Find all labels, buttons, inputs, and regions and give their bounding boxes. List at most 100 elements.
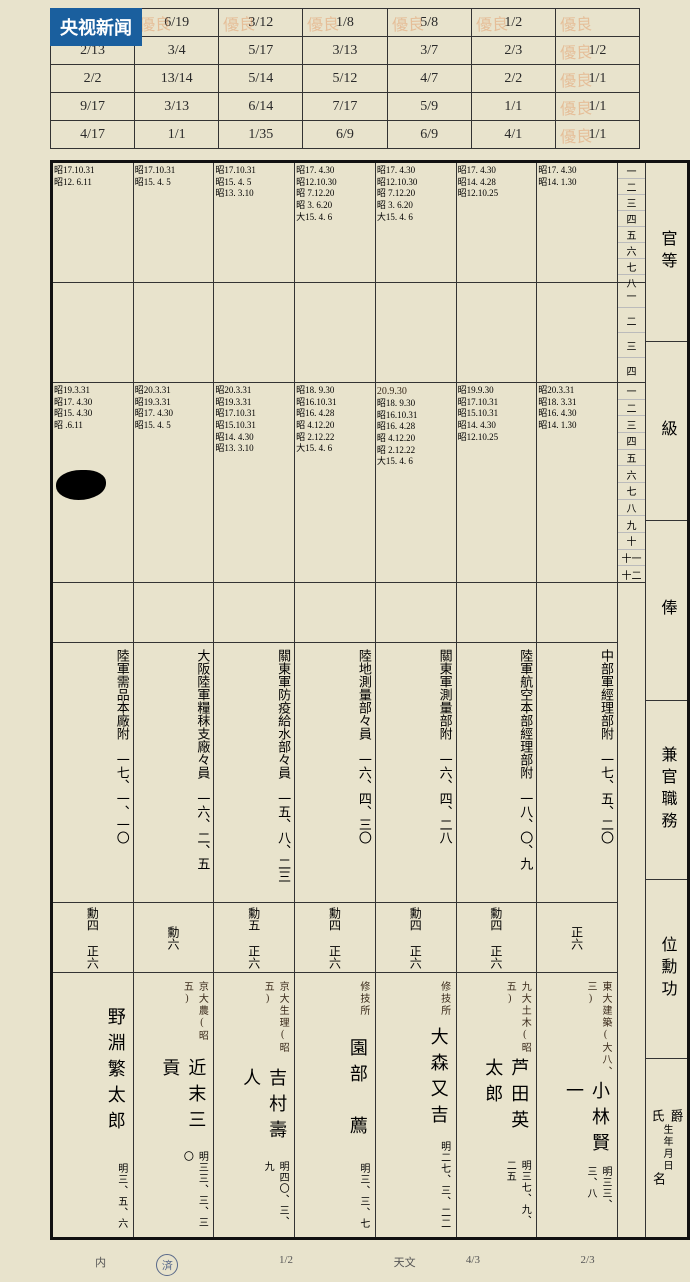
person-column: 昭17. 4.30昭14. 4.28昭12.10.25 昭19.9.30昭17.1… [456,163,537,1237]
office-text: 陸軍需品本廠附 一七、一、一〇 [53,643,133,903]
top-grid-cell: 1/1 [135,121,219,149]
rank-text: 正六 [537,903,617,973]
label-kyu: 級 [646,342,687,521]
blank-block [295,283,375,383]
dates-block-2: 昭20.3.31昭19.3.31昭17. 4.30昭15. 4. 5 [134,383,214,583]
top-grid-cell: 3/13 [303,37,387,65]
kenkan-block [134,583,214,643]
office-text: 關東軍防疫給水部々員 一五、八、二三 [214,643,294,903]
top-grid-cell: 13/14 [135,65,219,93]
index-number: 一 [618,163,645,179]
label-kenkan: 兼官職務 [646,701,687,880]
index-number: 六 [618,466,645,483]
index-number: 四 [618,433,645,450]
person-column: 昭17.10.31昭15. 4. 5 昭20.3.31昭19.3.31昭17. 4… [133,163,214,1237]
person-name: 修技所大森又吉明二七、三、二二 [376,973,456,1237]
top-grid-cell: 優良 [555,9,639,37]
blank-block [134,283,214,383]
index-number: 四 [618,211,645,227]
rank-text: 勳四 正六 [53,903,133,973]
top-grid-cell: 3/13 [135,93,219,121]
index-number: 七 [618,259,645,275]
label-kan: 官等 [646,163,687,342]
dates-block-2: 昭19.9.30昭17.10.31昭15.10.31昭14. 4.30昭12.1… [457,383,537,583]
bottom-mark: 4/3 [466,1254,480,1276]
dates-block-1: 昭17. 4.30昭12.10.30昭 7.12.20昭 3. 6.20大15.… [295,163,375,283]
dates-block-1: 昭17. 4.30昭12.10.30昭 7.12.20昭 3. 6.20大15.… [376,163,456,283]
person-name: 京大生理(昭五)吉村壽人明四〇、三、九 [214,973,294,1237]
index-number: 二 [618,179,645,195]
bottom-mark: 天文 [394,1254,416,1276]
top-grid-cell: 1/1 [471,93,555,121]
rank-text: 勳六 [134,903,214,973]
index-number: 五 [618,227,645,243]
kenkan-block [537,583,617,643]
dates-block-2: 昭20.3.31昭19.3.31昭17.10.31昭15.10.31昭14. 4… [214,383,294,583]
bottom-mark: 内 [95,1254,106,1276]
person-columns: 昭17. 4.30昭14. 1.30昭20.3.31昭18. 3.31昭16. … [53,163,617,1237]
top-grid-cell: 2/3 [471,37,555,65]
dates-block-2: 20.9.30昭18. 9.30昭16.10.31昭16. 4.28昭 4.12… [376,383,456,583]
top-grid-cell: 5/9 [387,93,471,121]
top-grid-cell: 6/9 [387,121,471,149]
dates-block-1: 昭17.10.31昭12. 6.11 [53,163,133,283]
person-name: 野淵繁太郎明三、五、六 [53,973,133,1237]
top-grid-cell: 5/12 [303,65,387,93]
top-grid-cell: 5/17 [219,37,303,65]
top-grid-cell: 1/1優良 [555,65,639,93]
index-number: 一 [618,383,645,400]
top-grid-cell: 4/1 [471,121,555,149]
blank-block [53,283,133,383]
main-ledger-box: 官等 級 俸 兼官職務 位勳功 爵氏生年月日名 一二三四五六七八一二三四一二三四… [50,160,690,1240]
index-number: 十二 [618,566,645,582]
label-ikun: 位勳功 [646,880,687,1059]
office-text: 中部軍經理部附 一七、五、二〇 [537,643,617,903]
top-grid-cell: 7/17 [303,93,387,121]
top-grid-cell: 1/35 [219,121,303,149]
top-grid-cell: 5/14 [219,65,303,93]
top-grid-cell: 2/2 [471,65,555,93]
dates-block-1: 昭17.10.31昭15. 4. 5 [134,163,214,283]
label-ho: 俸 [646,521,687,700]
top-grid-cell: 1/8優良 [303,9,387,37]
index-numbers-column: 一二三四五六七八一二三四一二三四五六七八九十十一十二 [617,163,645,1237]
index-number: 四 [618,358,645,382]
index-number: 三 [618,195,645,211]
kenkan-block [457,583,537,643]
kenkan-block [53,583,133,643]
index-number: 十一 [618,550,645,567]
kenkan-block [376,583,456,643]
bottom-mark: 済 [156,1254,178,1276]
dates-block-1: 昭17. 4.30昭14. 4.28昭12.10.25 [457,163,537,283]
person-name: 修技所園部 薦明三、三、七 [295,973,375,1237]
person-column: 昭17. 4.30昭12.10.30昭 7.12.20昭 3. 6.20大15.… [294,163,375,1237]
index-number: 六 [618,243,645,259]
top-grid-cell: 1/2優良 [471,9,555,37]
index-number: 七 [618,483,645,500]
bottom-mark: 1/2 [279,1254,293,1276]
top-grid-cell: 6/19優良 [135,9,219,37]
index-number: 三 [618,333,645,358]
rank-text: 勳四 正六 [457,903,537,973]
blank-block [457,283,537,383]
top-grid-cell: 3/12優良 [219,9,303,37]
rank-text: 勳五 正六 [214,903,294,973]
kenkan-block [295,583,375,643]
person-name: 九大土木(昭五)芦田英太郎明三七、九、二五 [457,973,537,1237]
index-number: 八 [618,500,645,517]
kenkan-block [214,583,294,643]
label-shi: 爵氏生年月日名 [646,1059,687,1237]
person-column: 昭17. 4.30昭12.10.30昭 7.12.20昭 3. 6.20大15.… [375,163,456,1237]
top-grid-cell: 4/7 [387,65,471,93]
blank-block [214,283,294,383]
top-grid-cell: 3/7 [387,37,471,65]
index-number: 二 [618,308,645,333]
office-text: 陸地測量部々員 一六、四、三〇 [295,643,375,903]
office-text: 大阪陸軍糧秣支廠々員 一六、二、五 [134,643,214,903]
dates-block-1: 昭17. 4.30昭14. 1.30 [537,163,617,283]
dates-block-1: 昭17.10.31昭15. 4. 5昭13. 3.10 [214,163,294,283]
top-grid-cell: 2/2 [51,65,135,93]
top-grid-cell: 3/4 [135,37,219,65]
blank-block [376,283,456,383]
blank-block [537,283,617,383]
